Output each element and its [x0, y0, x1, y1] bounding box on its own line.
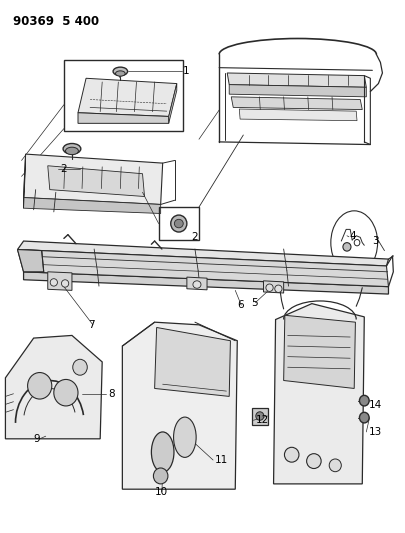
Polygon shape	[154, 327, 230, 397]
Polygon shape	[283, 316, 354, 389]
Polygon shape	[263, 281, 283, 293]
Polygon shape	[17, 249, 388, 287]
Polygon shape	[17, 241, 388, 266]
Text: 11: 11	[215, 455, 228, 465]
Polygon shape	[231, 97, 361, 110]
Text: 13: 13	[367, 427, 381, 437]
Text: 6: 6	[237, 300, 243, 310]
Text: 12: 12	[255, 415, 268, 425]
Polygon shape	[168, 84, 176, 123]
Bar	[252, 408, 267, 424]
Ellipse shape	[255, 412, 263, 420]
Ellipse shape	[274, 285, 281, 293]
Ellipse shape	[342, 243, 350, 251]
Text: 10: 10	[154, 487, 167, 497]
Polygon shape	[48, 166, 144, 197]
Ellipse shape	[284, 447, 298, 462]
Text: 8: 8	[108, 389, 115, 399]
Text: 90369  5 400: 90369 5 400	[13, 14, 99, 28]
Ellipse shape	[192, 281, 200, 288]
Ellipse shape	[50, 279, 57, 286]
Ellipse shape	[61, 280, 68, 287]
Ellipse shape	[358, 413, 368, 423]
Ellipse shape	[328, 459, 341, 472]
Ellipse shape	[173, 417, 196, 457]
Bar	[64, 60, 182, 131]
Text: 14: 14	[367, 400, 381, 410]
Ellipse shape	[171, 215, 186, 232]
Text: 9: 9	[34, 434, 40, 444]
Text: 1: 1	[182, 67, 189, 76]
Ellipse shape	[151, 432, 173, 472]
Ellipse shape	[113, 67, 127, 76]
Polygon shape	[78, 113, 168, 123]
Polygon shape	[23, 272, 388, 294]
Bar	[158, 207, 198, 240]
Polygon shape	[17, 249, 44, 272]
Polygon shape	[227, 73, 365, 87]
Ellipse shape	[115, 71, 125, 76]
Polygon shape	[78, 78, 176, 116]
Text: 2: 2	[190, 232, 197, 242]
Polygon shape	[23, 198, 160, 214]
Ellipse shape	[306, 454, 320, 469]
Text: 7: 7	[88, 320, 94, 330]
Polygon shape	[48, 272, 72, 290]
Ellipse shape	[72, 359, 87, 375]
Polygon shape	[122, 322, 237, 489]
Polygon shape	[23, 154, 26, 208]
Ellipse shape	[54, 379, 78, 406]
Polygon shape	[239, 109, 356, 120]
Ellipse shape	[265, 284, 273, 292]
Ellipse shape	[358, 395, 368, 406]
Ellipse shape	[28, 373, 52, 399]
Ellipse shape	[63, 143, 81, 154]
Text: 3: 3	[371, 236, 378, 246]
Polygon shape	[5, 335, 102, 439]
Polygon shape	[273, 304, 363, 484]
Text: 5: 5	[251, 297, 257, 308]
Ellipse shape	[65, 147, 78, 155]
Ellipse shape	[174, 219, 183, 228]
Ellipse shape	[153, 468, 168, 484]
Polygon shape	[229, 85, 365, 97]
Text: 2: 2	[60, 165, 66, 174]
Text: 4: 4	[348, 231, 355, 241]
Polygon shape	[23, 154, 162, 205]
Polygon shape	[186, 277, 207, 290]
